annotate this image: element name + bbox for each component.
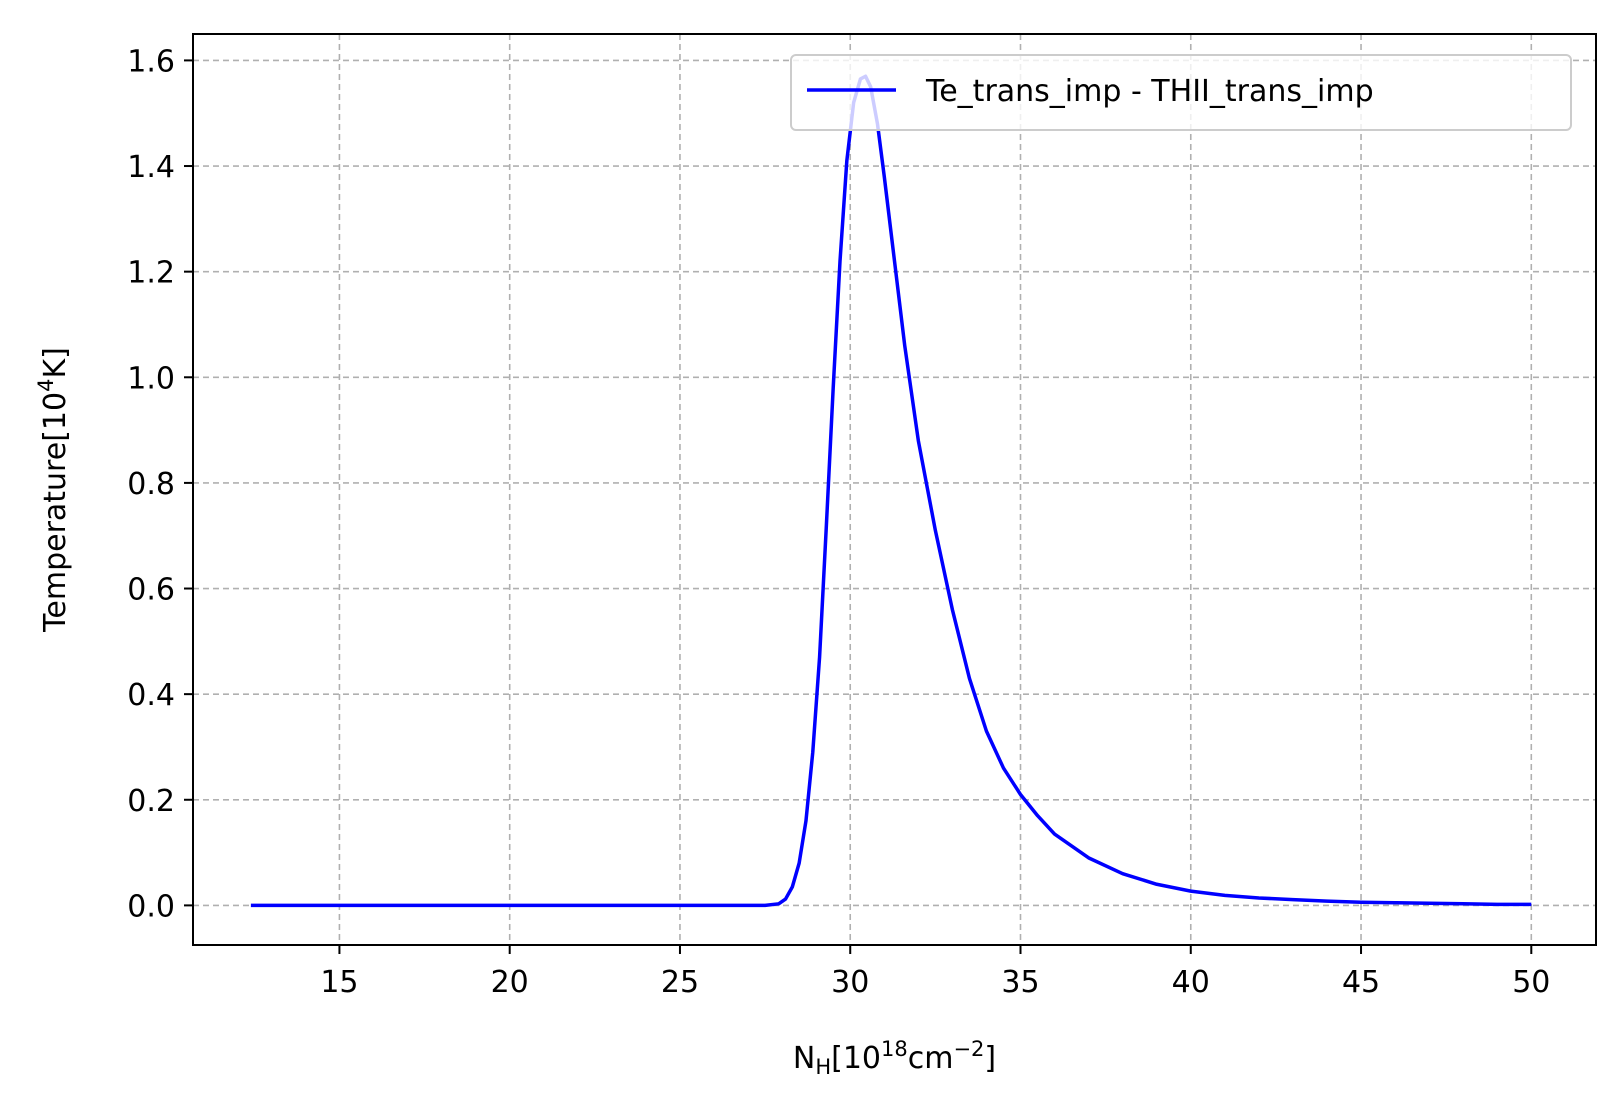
grid bbox=[193, 34, 1596, 945]
series-layer bbox=[250, 74, 1532, 908]
x-tick-label: 25 bbox=[661, 965, 699, 1000]
x-axis-label-unit: cm bbox=[908, 1041, 954, 1076]
legend: Te_trans_imp - THII_trans_imp bbox=[790, 54, 1572, 131]
x-axis-label-sup: 18 bbox=[881, 1037, 908, 1061]
x-axis-label-sub: H bbox=[815, 1055, 831, 1079]
x-tick-label: 20 bbox=[491, 965, 529, 1000]
y-tick-label: 1.2 bbox=[127, 256, 175, 291]
x-axis-label-open: [10 bbox=[831, 1041, 881, 1076]
y-axis-label: Temperature[104K] bbox=[34, 347, 73, 633]
x-axis-label-close: ] bbox=[984, 1041, 996, 1076]
y-axis-ticks: 0.0 0.2 0.4 0.6 0.8 1.0 1.2 1.4 1.6 bbox=[127, 44, 193, 924]
y-tick-label: 0.0 bbox=[127, 889, 175, 924]
plot-frame bbox=[192, 33, 1597, 946]
y-tick-label: 1.6 bbox=[127, 44, 175, 79]
x-tick-label: 30 bbox=[831, 965, 869, 1000]
x-axis-label-base: N bbox=[793, 1041, 815, 1076]
series-line bbox=[250, 74, 1532, 908]
y-axis-label-suffix: K] bbox=[38, 347, 73, 378]
y-axis-label-sup: 4 bbox=[34, 379, 58, 392]
y-axis-label-prefix: Temperature[10 bbox=[38, 392, 73, 633]
x-tick-label: 15 bbox=[320, 965, 358, 1000]
x-tick-label: 35 bbox=[1001, 965, 1039, 1000]
x-axis-label-unit-sup: −2 bbox=[953, 1037, 984, 1061]
x-tick-label: 45 bbox=[1342, 965, 1380, 1000]
y-tick-label: 0.2 bbox=[127, 784, 175, 819]
legend-box bbox=[790, 54, 1572, 131]
x-axis-label: NH[1018cm−2] bbox=[793, 1037, 996, 1079]
y-tick-label: 0.6 bbox=[127, 573, 175, 608]
y-tick-label: 1.0 bbox=[127, 361, 175, 396]
x-axis-ticks: 15 20 25 30 35 40 45 50 bbox=[320, 945, 1550, 1000]
y-tick-label: 1.4 bbox=[127, 150, 175, 185]
y-tick-label: 0.8 bbox=[127, 467, 175, 502]
legend-label: Te_trans_imp - THII_trans_imp bbox=[925, 74, 1374, 109]
x-tick-label: 40 bbox=[1172, 965, 1210, 1000]
y-tick-label: 0.4 bbox=[127, 678, 175, 713]
x-tick-label: 50 bbox=[1512, 965, 1550, 1000]
